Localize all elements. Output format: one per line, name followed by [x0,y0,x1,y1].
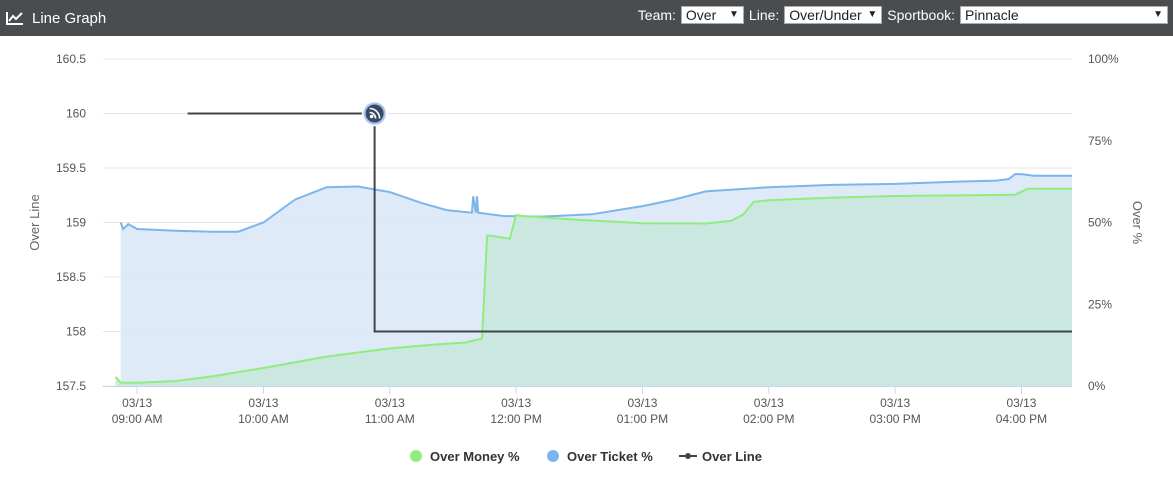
line-graph-icon [6,12,23,25]
left-axis-tick-label: 158.5 [56,270,86,284]
series-line-over-line [187,112,1072,333]
header-bar: Line Graph Team: Over ▼ Line: Over/Under… [0,0,1173,36]
x-axis-tick-label: 12:00 PM [490,412,541,426]
legend-item: Over Ticket % [547,449,653,464]
chevron-down-icon: ▼ [867,9,878,20]
left-axis-title: Over Line [27,194,42,250]
line-label: Line: [748,7,780,23]
x-axis-tick-label: 04:00 PM [996,412,1047,426]
left-axis-tick-label: 159 [66,216,86,230]
chevron-down-icon: ▼ [729,9,739,20]
right-axis-tick-label: 100% [1088,52,1119,66]
x-axis-tick-label: 09:00 AM [112,412,163,426]
line-select-value: Over/Under [789,7,862,23]
right-axis-tick-label: 0% [1088,379,1106,393]
line-chart: 157.5 158 158.5 159 159.5 160 160.5 0% 25% 50% 75%… [27,52,1145,464]
left-axis-tick-label: 159.5 [56,161,86,175]
chevron-down-icon: ▼ [1153,9,1163,20]
legend-label: Over Ticket % [567,449,653,464]
x-axis-tick-label: 03/13 [627,396,657,410]
sportsbook-select-value: Pinnacle [965,7,1019,23]
legend-symbol [410,450,422,462]
series-area-over-money- [115,188,1073,386]
x-axis-tick-label: 03/13 [880,396,910,410]
filter-controls: Team: Over ▼ Line: Over/Under ▼ Sportboo… [638,6,1168,24]
x-axis-tick-label: 03/13 [248,396,278,410]
line-select[interactable]: Over/Under ▼ [784,6,883,24]
x-axis-tick-label: 03/13 [122,396,152,410]
series-line-over-money- [114,187,1072,384]
legend-label: Over Line [702,449,762,464]
x-axis-tick-label: 03/13 [375,396,405,410]
left-axis-tick-label: 157.5 [56,379,86,393]
x-axis-tick-label: 02:00 PM [743,412,794,426]
rss-icon [361,100,388,127]
right-axis-title: Over % [1130,201,1145,245]
right-axis-tick-label: 25% [1088,297,1112,311]
right-axis-tick-label: 75% [1088,134,1112,148]
x-axis-tick-label: 11:00 AM [365,412,415,426]
panel-title-text: Line Graph [32,9,107,27]
x-axis-tick-label: 01:00 PM [617,412,668,426]
team-select[interactable]: Over ▼ [680,6,744,24]
team-label: Team: [637,7,676,23]
sportsbook-label: Sportbook: [887,7,955,23]
right-axis-tick-label: 50% [1088,216,1112,230]
legend-item: Over Line [679,449,762,464]
legend-item: Over Money % [410,449,520,464]
chart-legend: Over Money % Over Ticket % Over Line [410,449,762,464]
series-line-over-ticket- [119,173,1072,233]
panel-title: Line Graph [6,0,106,36]
legend-symbol [547,450,559,462]
left-axis-tick-label: 160 [66,107,86,121]
x-axis-tick-label: 03/13 [1006,396,1036,410]
x-axis-tick-label: 03:00 PM [869,412,920,426]
left-axis-tick-label: 160.5 [56,52,86,66]
team-select-value: Over [685,7,717,23]
x-axis-tick-label: 03/13 [501,396,531,410]
left-axis-tick-label: 158 [66,325,86,339]
x-axis-tick-label: 03/13 [754,396,784,410]
legend-label: Over Money % [430,449,520,464]
sportsbook-select[interactable]: Pinnacle ▼ [960,6,1168,24]
x-axis-tick-label: 10:00 AM [238,412,289,426]
